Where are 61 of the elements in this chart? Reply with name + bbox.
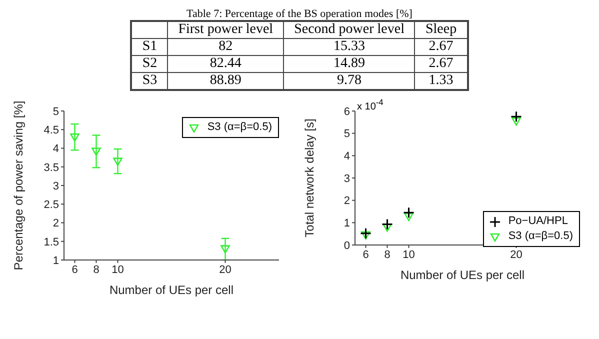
y-tick-label: 3.5 [44,162,59,174]
point [361,231,370,240]
x-tick-label: 20 [510,248,522,261]
y-axis-title: Percentage of power saving [%] [11,100,26,270]
x-tick-label: 8 [384,248,390,261]
y-tick-label: 5 [344,128,350,140]
text: 15.33 [334,39,366,54]
y-tick-label: 4.5 [44,124,59,137]
text: Table 7: Percentage of the BS operation modes [%] [186,8,412,20]
point [512,117,521,126]
text: 2.67 [428,39,454,54]
x-tick-label: 8 [93,264,100,276]
y-tick-label: 6 [344,106,350,118]
point [382,223,392,232]
point [382,218,393,230]
point [510,111,522,122]
y-tick-label: 1 [344,218,350,230]
y-tick-label: 3 [344,172,350,185]
legend-label: S3 (α=β=0.5) [508,229,573,244]
y-tick-label: 3 [52,180,59,192]
y-axis-title: Total network delay [s] [302,118,316,238]
category-label: First power level [168,21,284,38]
y-tick-label: 1 [52,254,59,267]
x-tick-label: 6 [362,248,369,261]
point [220,245,230,254]
y-tick-label: 0 [344,240,350,252]
category-label: S2 [142,56,158,71]
legend-label: S3 (α=β=0.5) [207,120,272,135]
point [70,133,80,142]
y-tick-label: 2 [344,195,350,208]
point [360,228,372,240]
text: 2.67 [428,56,454,71]
point [403,206,414,218]
x-tick-label: 10 [112,264,124,276]
y-tick-label: 2.5 [44,199,59,212]
y-tick-label: 1.5 [44,236,59,248]
text: 82.44 [210,56,242,71]
y-tick-label: 4 [52,143,59,156]
x-axis-title: Number of UEs per cell [109,283,234,297]
category-label: S1 [142,39,158,54]
legend-box: S3 (α=β=0.5) [182,117,279,138]
category-label: Second power level [284,21,415,38]
point [404,212,414,222]
x-axis-title: Number of UEs per cell [400,268,525,282]
x-tick-label: 10 [402,248,415,261]
category-label: Sleep [414,21,468,38]
text: 88.89 [210,73,242,88]
text: 14.89 [334,56,366,71]
y-tick-label: 5 [52,106,59,118]
point [92,148,101,156]
text: 1.33 [428,73,454,88]
category-label: S3 [142,73,158,88]
x-tick-label: 6 [72,264,78,276]
text: 9.78 [337,73,362,88]
text: 82 [218,39,233,54]
legend-label: Po−UA/HPL [508,214,568,229]
y-tick-label: 2 [52,218,59,230]
point [113,158,122,166]
y-tick-label: 4 [344,150,350,163]
annotation: x 10$^{-4}$ [357,97,384,112]
x-tick-label: 20 [219,264,232,276]
